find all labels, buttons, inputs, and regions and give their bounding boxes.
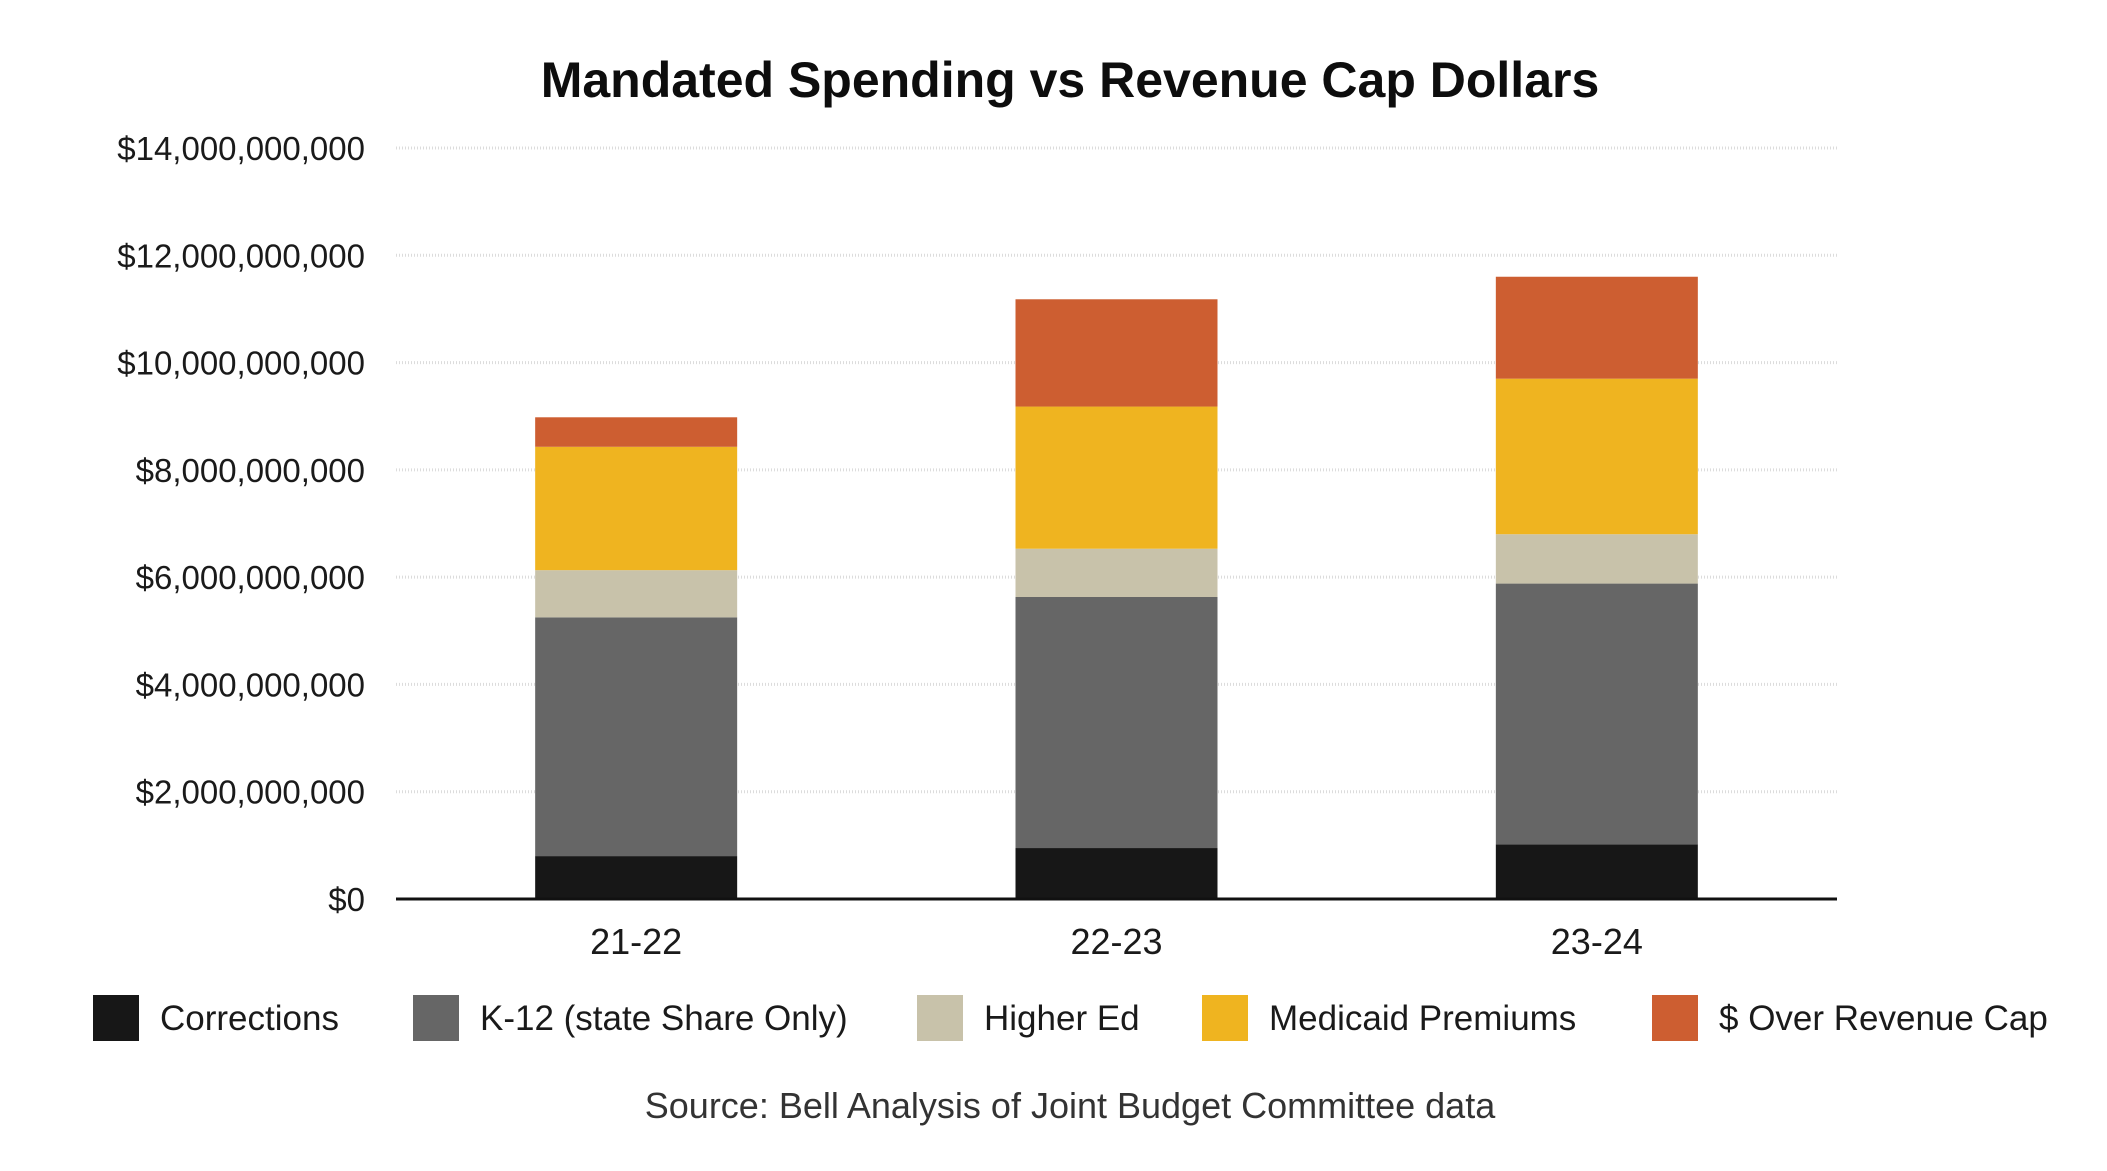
y-tick-label: $6,000,000,000 [136,559,365,596]
x-tick-label: 21-22 [590,921,682,962]
legend-swatch [1202,995,1248,1041]
bar-segment [1495,378,1698,535]
legend: Corrections K-12 (state Share Only) Higher… [93,995,2048,1041]
y-tick-label: $4,000,000,000 [136,666,365,703]
y-tick-label: $2,000,000,000 [136,774,365,811]
legend-swatch [93,995,139,1041]
bar-segment [1015,596,1218,849]
x-tick-label: 22-23 [1070,921,1162,962]
bar-segment [1495,844,1698,899]
legend-label: $ Over Revenue Cap [1719,999,2048,1038]
bar-segment [1495,276,1698,379]
y-axis-ticks: $0 $2,000,000,000 $4,000,000,000 $6,000,000… [117,130,365,918]
bar-segment [1015,299,1218,407]
bar-segment [1015,548,1218,597]
legend-label: Corrections [160,999,339,1038]
bar-segment [1015,848,1218,899]
legend-swatch [917,995,963,1041]
bar-segment [1495,583,1698,845]
y-tick-label: $8,000,000,000 [136,452,365,489]
bar-segment [535,417,738,447]
bar-segment [1015,406,1218,549]
y-tick-label: $10,000,000,000 [117,345,365,382]
bar-segment [535,617,738,857]
legend-label: K-12 (state Share Only) [480,999,848,1038]
y-tick-label: $14,000,000,000 [117,130,365,167]
legend-swatch [413,995,459,1041]
bar-segment [535,856,738,899]
bar-segment [1495,534,1698,584]
bar-segment [535,446,738,571]
x-tick-label: 23-24 [1551,921,1643,962]
legend-label: Medicaid Premiums [1269,999,1576,1038]
source-note: Source: Bell Analysis of Joint Budget Co… [645,1085,1496,1126]
legend-swatch [1652,995,1698,1041]
bars [535,276,1698,899]
y-tick-label: $12,000,000,000 [117,237,365,274]
bar-segment [535,570,738,618]
chart-title: Mandated Spending vs Revenue Cap Dollars [541,52,1600,108]
x-axis-ticks: 21-22 22-23 23-24 [590,921,1643,962]
y-tick-label: $0 [328,881,365,918]
legend-label: Higher Ed [984,999,1140,1038]
